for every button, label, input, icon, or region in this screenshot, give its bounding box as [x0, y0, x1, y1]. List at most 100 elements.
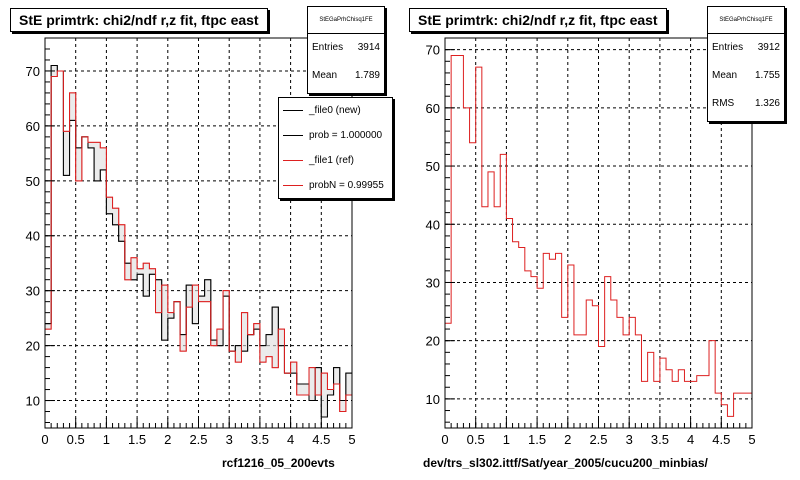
left-diff-band [100, 147, 107, 170]
left-xtick-label: 0.5 [67, 432, 85, 447]
left-diff-band [272, 307, 279, 368]
right-xtick-label: 3 [626, 432, 633, 447]
left-diff-band [266, 334, 273, 357]
right-ytick-label: 10 [426, 392, 440, 407]
right-stats-entries: Entries 3912 [712, 42, 780, 53]
left-xtick-label: 1 [103, 432, 110, 447]
right-xtick-label: 4 [687, 432, 694, 447]
right-xtick-label: 0.5 [467, 432, 485, 447]
right-xtick-label: 2 [564, 432, 571, 447]
legend-item-file0: _file0 (new) [279, 98, 392, 123]
left-ytick-label: 10 [26, 394, 40, 409]
left-diff-band [143, 263, 150, 297]
left-diff-band [309, 367, 316, 401]
left-ytick-label: 20 [26, 339, 40, 354]
right-xtick-label: 1.5 [528, 432, 546, 447]
left-ytick-label: 70 [26, 64, 40, 79]
right-xtick-label: 0 [441, 432, 448, 447]
left-diff-band [327, 389, 334, 396]
left-diff-band [124, 263, 131, 280]
left-diff-band [118, 224, 125, 242]
right-series-0 [444, 54, 753, 428]
left-diff-band [155, 279, 162, 313]
left-diff-band [137, 268, 144, 275]
left-stats-mean: Mean 1.789 [312, 70, 380, 81]
left-diff-band [192, 285, 199, 324]
left-ytick-label: 60 [26, 119, 40, 134]
right-ytick-label: 70 [426, 43, 440, 58]
right-ytick-label: 60 [426, 101, 440, 116]
legend-item-prob: prob = 1.000000 [279, 123, 392, 148]
left-diff-band [321, 373, 328, 418]
right-ytick-label: 20 [426, 334, 440, 349]
left-diff-band [63, 131, 70, 176]
right-ytick-label: 40 [426, 217, 440, 232]
right-chart-title: StE primtrk: chi2/ndf r,z fit, ftpc east [409, 8, 667, 32]
left-legend: _file0 (new) prob = 1.000000 _file1 (ref… [278, 97, 393, 199]
left-diff-band [204, 279, 211, 302]
right-xtick-label: 2.5 [589, 432, 607, 447]
left-diff-band [216, 329, 224, 346]
right-plot-group: 0 0.5 1 1.5 2 2.5 3 3.5 4 4.5 5 10 20 30 40 50 60 70 [426, 37, 756, 447]
left-diff-band [45, 323, 52, 330]
left-diff-band [130, 257, 138, 280]
left-xtick-label: 2.5 [189, 432, 207, 447]
left-diff-band [94, 142, 101, 181]
right-xtick-label: 5 [748, 432, 755, 447]
left-xtick-label: 0 [41, 432, 48, 447]
left-ytick-label: 30 [26, 284, 40, 299]
left-diff-band [315, 367, 322, 396]
left-stats-box: StEGaPrhChisq1FE Entries 3914 Mean 1.789 [307, 6, 385, 94]
left-xtick-label: 3 [226, 432, 233, 447]
legend-swatch-red-2 [283, 185, 303, 186]
left-diff-band [87, 142, 95, 148]
legend-item-probn: probN = 0.99955 [279, 173, 392, 198]
right-ytick-label: 30 [426, 275, 440, 290]
left-diff-band [223, 290, 230, 297]
left-diff-band [290, 362, 297, 374]
left-diff-band [149, 268, 156, 275]
left-diff-band [302, 384, 310, 396]
left-chart-title: StE primtrk: chi2/ndf r,z fit, ftpc east [10, 8, 268, 32]
left-diff-band [235, 345, 242, 363]
right-xtick-label: 4.5 [712, 432, 730, 447]
left-diff-band [259, 345, 267, 363]
right-xtick-label: 3.5 [651, 432, 669, 447]
left-diff-band [161, 285, 168, 341]
left-diff-band [278, 329, 285, 346]
left-diff-band [210, 340, 217, 346]
left-xtick-label: 2 [164, 432, 171, 447]
legend-swatch-black-2 [283, 135, 303, 136]
left-ytick-label: 50 [26, 174, 40, 189]
left-ytick-label: 40 [26, 229, 40, 244]
right-xtick-label: 1 [503, 432, 510, 447]
right-stats-mean: Mean 1.755 [712, 70, 780, 81]
legend-swatch-red [283, 160, 303, 161]
right-ytick-label: 50 [426, 159, 440, 174]
left-stats-name: StEGaPrhChisq1FE [308, 7, 384, 34]
left-xtick-label: 4 [287, 432, 294, 447]
left-diff-band [186, 285, 193, 308]
left-xtick-label: 4.5 [312, 432, 330, 447]
left-diff-band [241, 312, 248, 352]
left-diff-band [180, 334, 187, 352]
left-diff-band [106, 197, 113, 214]
left-diff-band [198, 296, 205, 302]
right-stats-box: StEGaPrhChisq1FE Entries 3912 Mean 1.755 R… [707, 6, 785, 122]
left-xtick-label: 5 [348, 432, 355, 447]
legend-item-file1: _file1 (ref) [279, 148, 392, 173]
left-footer-label: rcf1216_05_200evts [222, 456, 335, 470]
right-stats-rms: RMS 1.326 [712, 98, 780, 109]
left-diff-band [112, 208, 119, 225]
legend-swatch-black [283, 110, 303, 111]
right-stats-name: StEGaPrhChisq1FE [708, 7, 784, 34]
left-diff-band [69, 92, 76, 121]
left-diff-band [167, 312, 174, 319]
left-xtick-label: 1.5 [128, 432, 146, 447]
left-diff-band [333, 367, 340, 385]
left-diff-band [75, 147, 82, 181]
left-stats-entries: Entries 3914 [312, 42, 380, 53]
left-diff-band [345, 373, 352, 396]
left-diff-band [296, 384, 303, 396]
